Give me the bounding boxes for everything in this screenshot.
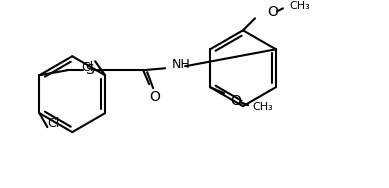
Text: Cl: Cl: [47, 117, 60, 130]
Text: Cl: Cl: [81, 61, 93, 74]
Text: O: O: [231, 94, 242, 108]
Text: CH₃: CH₃: [289, 1, 310, 11]
Text: CH₃: CH₃: [252, 102, 273, 112]
Text: O: O: [150, 90, 161, 104]
Text: NH: NH: [172, 58, 191, 71]
Text: O: O: [268, 5, 279, 19]
Text: S: S: [85, 63, 94, 77]
